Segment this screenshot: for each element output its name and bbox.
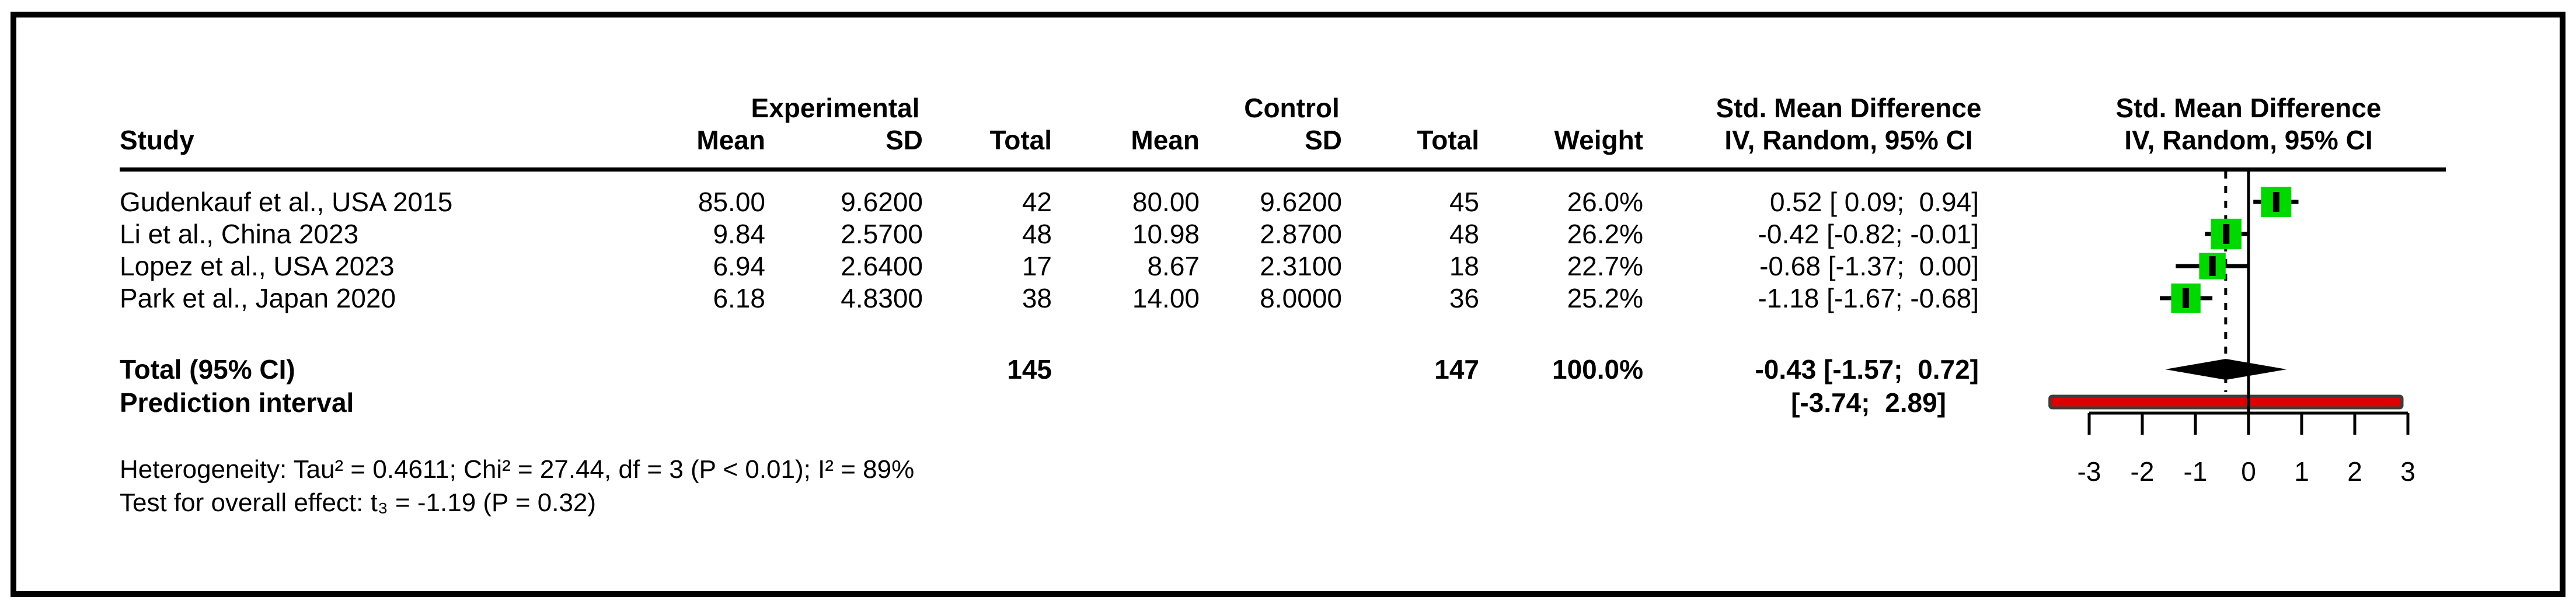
exp-mean-value: 9.84	[713, 219, 765, 249]
header-ctrl-total: Total	[1417, 125, 1479, 155]
ctrl-total-value: 36	[1449, 283, 1479, 313]
prediction-interval-value: [-3.74; 2.89]	[1791, 387, 1946, 418]
ctrl-mean-value: 8.67	[1147, 251, 1200, 281]
weight-value: 22.7%	[1567, 251, 1643, 281]
study-name: Gudenkauf et al., USA 2015	[120, 187, 453, 217]
header-exp-total: Total	[989, 125, 1052, 155]
exp-total-value: 48	[1022, 219, 1052, 249]
exp-total-value: 38	[1022, 283, 1052, 313]
smd-ci-value: -1.18 [-1.67; -0.68]	[1758, 283, 1979, 313]
ctrl-sd-value: 9.6200	[1260, 187, 1342, 217]
header-smd-text-line2: IV, Random, 95% CI	[1724, 125, 1973, 155]
overall-effect-note: Test for overall effect: t₃ = -1.19 (P =…	[120, 488, 597, 517]
study-name: Lopez et al., USA 2023	[120, 251, 395, 281]
study-name: Park et al., Japan 2020	[120, 283, 396, 313]
exp-sd-value: 4.8300	[841, 283, 923, 313]
exp-sd-value: 2.6400	[841, 251, 923, 281]
header-smd-plot-line2: IV, Random, 95% CI	[2124, 125, 2373, 155]
study-name: Li et al., China 2023	[120, 219, 359, 249]
ctrl-total-value: 45	[1449, 187, 1479, 217]
exp-mean-value: 6.18	[713, 283, 765, 313]
header-smd-plot-line1: Std. Mean Difference	[2115, 93, 2382, 123]
header-rule	[120, 167, 2446, 172]
exp-sd-value: 9.6200	[841, 187, 923, 217]
smd-ci-value: -0.42 [-0.82; -0.01]	[1758, 219, 1979, 249]
header-exp-sd: SD	[886, 125, 923, 155]
header-ctrl-sd: SD	[1305, 125, 1342, 155]
smd-ci-value: -0.68 [-1.37; 0.00]	[1759, 251, 1979, 281]
exp-sd-value: 2.5700	[841, 219, 923, 249]
weight-value: 26.2%	[1567, 219, 1643, 249]
total-exp-n: 145	[1007, 354, 1052, 385]
weight-value: 26.0%	[1567, 187, 1643, 217]
total-weight: 100.0%	[1552, 354, 1643, 385]
ctrl-mean-value: 80.00	[1132, 187, 1200, 217]
header-smd-text-line1: Std. Mean Difference	[1716, 93, 1982, 123]
exp-mean-value: 6.94	[713, 251, 765, 281]
header-study: Study	[120, 125, 194, 155]
ctrl-sd-value: 2.8700	[1260, 219, 1342, 249]
ctrl-total-value: 48	[1449, 219, 1479, 249]
weight-value: 25.2%	[1567, 283, 1643, 313]
exp-mean-value: 85.00	[698, 187, 765, 217]
ctrl-total-value: 18	[1449, 251, 1479, 281]
prediction-row-label: Prediction interval	[120, 387, 354, 418]
ctrl-mean-value: 10.98	[1132, 219, 1200, 249]
figure-border	[11, 12, 2565, 597]
total-smd-ci: -0.43 [-1.57; 0.72]	[1755, 354, 1979, 385]
header-group-control: Control	[1244, 93, 1340, 123]
total-row-label: Total (95% CI)	[120, 354, 295, 385]
heterogeneity-note: Heterogeneity: Tau² = 0.4611; Chi² = 27.…	[120, 455, 915, 484]
exp-total-value: 42	[1022, 187, 1052, 217]
exp-total-value: 17	[1022, 251, 1052, 281]
total-ctrl-n: 147	[1434, 354, 1479, 385]
ctrl-mean-value: 14.00	[1132, 283, 1200, 313]
smd-ci-value: 0.52 [ 0.09; 0.94]	[1769, 187, 1979, 217]
header-exp-mean: Mean	[696, 125, 765, 155]
header-ctrl-mean: Mean	[1131, 125, 1200, 155]
ctrl-sd-value: 2.3100	[1260, 251, 1342, 281]
ctrl-sd-value: 8.0000	[1260, 283, 1342, 313]
header-group-experimental: Experimental	[751, 93, 920, 123]
header-weight: Weight	[1554, 125, 1643, 155]
